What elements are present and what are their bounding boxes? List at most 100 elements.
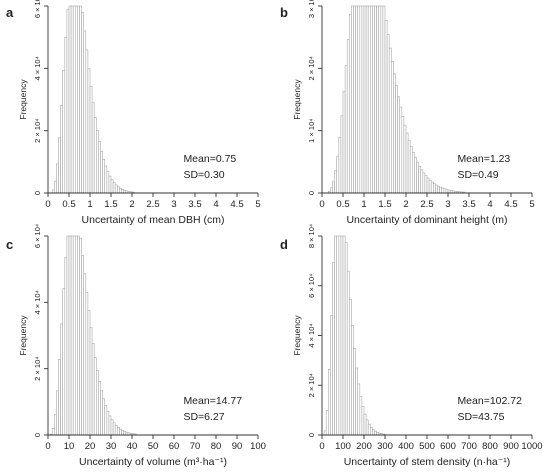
histogram-bar: [369, 5, 373, 194]
histogram-bar: [79, 5, 82, 194]
y-tick-label: 0: [307, 191, 316, 195]
x-tick-label: 1: [87, 199, 92, 210]
histogram-bar: [91, 343, 95, 436]
histogram-bar: [60, 323, 63, 436]
histogram-bar: [108, 175, 112, 194]
x-tick-label: 3: [445, 199, 450, 210]
x-tick-label: 300: [377, 441, 393, 452]
x-tick-label: 900: [503, 441, 519, 452]
histogram-bar: [325, 410, 329, 436]
histogram-bar: [104, 405, 108, 436]
x-tick-label: 0: [45, 441, 50, 452]
histogram-bar: [361, 5, 365, 194]
x-tick-label: 5: [255, 199, 260, 210]
histogram-bar: [372, 5, 375, 194]
histogram-bar: [83, 30, 87, 194]
histogram-bar: [357, 5, 361, 194]
panel-label: b: [280, 5, 288, 20]
x-tick-label: 100: [250, 441, 266, 452]
histogram-bar: [62, 70, 66, 194]
histogram-panel-a: 0 0.5 1 1.5 2 2.5 3 3.5 4 4.5 5 0 2 × 10⁴ 4 × 10⁴ 6 × …: [6, 0, 261, 226]
histogram-bar: [420, 169, 424, 194]
histogram-bar: [70, 5, 74, 194]
y-axis-title: Frequency: [18, 315, 28, 356]
histogram-bar: [348, 14, 352, 194]
histogram-bar: [411, 152, 415, 194]
histogram-bar: [68, 5, 72, 194]
histogram-bar: [365, 5, 369, 194]
x-tick-label: 2: [129, 199, 134, 210]
x-tick-label: 3.5: [188, 199, 201, 210]
histogram-bar: [443, 188, 447, 194]
x-tick-label: 5: [529, 199, 534, 210]
histogram-bar: [51, 189, 55, 194]
histogram-bar: [62, 288, 66, 436]
histogram-bar: [363, 5, 367, 194]
histogram-bar: [83, 273, 87, 436]
y-tick-label: 2 × 10⁴: [33, 119, 42, 143]
panel-label: d: [280, 237, 288, 252]
histogram-bar: [72, 235, 76, 436]
y-tick-label: 4 × 10⁴: [33, 290, 42, 314]
histogram-bar: [414, 157, 417, 194]
histogram-panel-b: 0 0.5 1 1.5 2 2.5 3 3.5 4 4.5 5 0 1 × 10⁴ 2 × 10⁴ 3 × …: [280, 0, 535, 226]
histogram-bar: [332, 262, 335, 436]
histogram-bar: [390, 61, 394, 194]
histogram-bar: [106, 171, 110, 194]
histogram-bar: [336, 235, 340, 436]
histogram-bar: [100, 150, 103, 194]
y-tick-label: 2 × 10⁴: [307, 56, 316, 80]
x-tick-label: 3.5: [462, 199, 475, 210]
histogram-bar: [102, 398, 105, 436]
histogram-bar: [110, 419, 114, 436]
histogram-bar: [361, 406, 365, 436]
x-axis-title: Uncertainty of dominant height (m): [346, 214, 507, 226]
x-tick-label: 400: [398, 441, 414, 452]
histogram-bar: [372, 429, 375, 436]
histogram-bar: [422, 172, 426, 194]
panel-label: c: [6, 237, 13, 252]
histogram-bar: [64, 257, 68, 436]
histogram-bar: [75, 5, 78, 194]
histogram-bar: [100, 390, 103, 436]
histogram-bar: [359, 5, 363, 194]
histogram-bar: [64, 37, 68, 194]
histogram-bar: [87, 310, 91, 436]
x-tick-label: 0: [319, 199, 324, 210]
histogram-bar: [367, 5, 371, 194]
histogram-bar: [56, 390, 59, 436]
histogram-bar: [121, 430, 124, 436]
x-axis-title: Uncertainty of mean DBH (cm): [82, 214, 225, 226]
histogram-bar: [98, 141, 101, 194]
histogram-bar: [121, 189, 124, 194]
histogram-bar: [418, 165, 422, 194]
histogram-bar: [374, 430, 377, 436]
x-axis-title: Uncertainty of volume (m³·ha⁻¹): [79, 456, 227, 468]
x-tick-label: 4: [213, 199, 218, 210]
histogram-bar: [397, 96, 401, 194]
histogram-bar: [351, 325, 354, 436]
x-tick-label: 90: [232, 441, 243, 452]
x-tick-label: 3: [171, 199, 176, 210]
x-tick-label: 500: [419, 441, 435, 452]
x-tick-label: 4: [487, 199, 492, 210]
y-tick-label: 6 × 10⁴: [307, 274, 316, 298]
histogram-bar: [51, 428, 55, 436]
histogram-bar: [98, 380, 101, 436]
histogram-bar: [439, 186, 443, 194]
histogram-bar: [60, 105, 63, 194]
histogram-bar: [112, 182, 116, 194]
x-tick-label: 2: [403, 199, 408, 210]
histogram-bar: [53, 414, 57, 436]
x-tick-label: 800: [482, 441, 498, 452]
histogram-bar: [72, 5, 76, 194]
histogram-bar: [346, 270, 350, 436]
histogram-bar: [66, 235, 70, 436]
histogram-bar: [85, 292, 89, 436]
x-tick-label: 80: [211, 441, 222, 452]
histogram-bar: [332, 180, 335, 194]
histogram-bar: [104, 165, 108, 194]
histogram-bar: [355, 5, 359, 194]
histogram-bar: [380, 5, 384, 194]
